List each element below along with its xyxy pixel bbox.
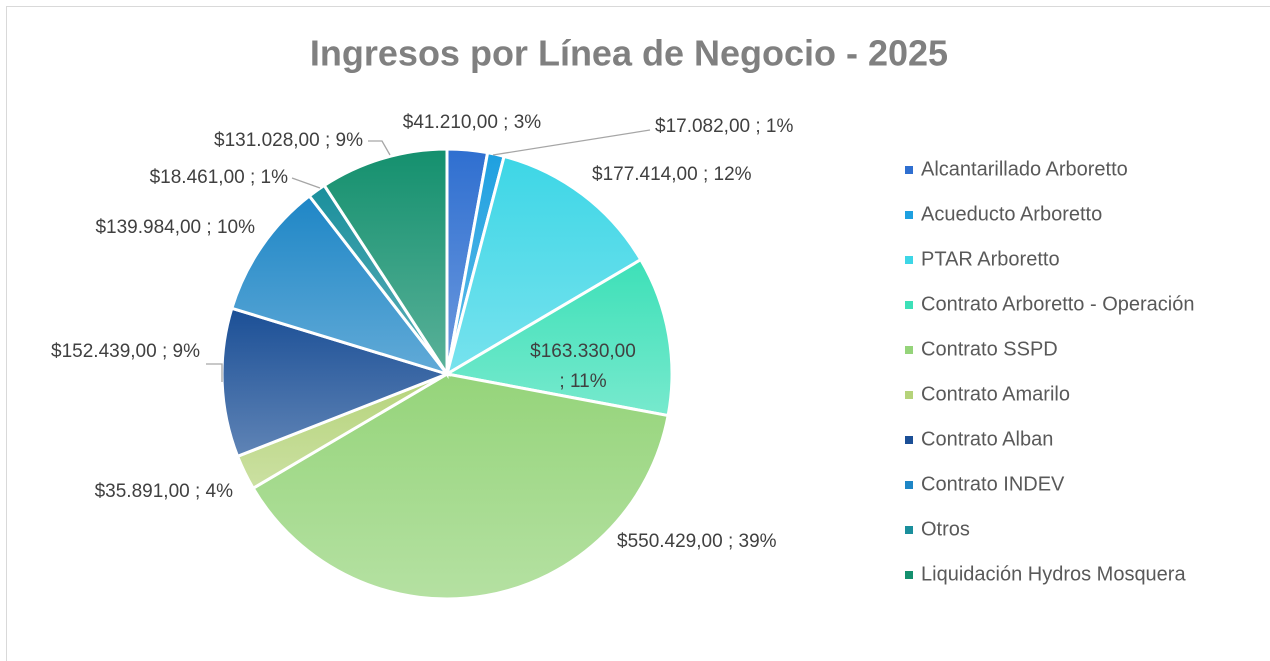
data-label: $163.330,00 ; 11% [530,341,636,392]
chart-title: Ingresos por Línea de Negocio - 2025 [310,33,948,74]
legend-label: Contrato INDEV [921,473,1065,495]
legend-label: Alcantarillado Arboretto [921,158,1128,180]
leader-line [368,140,391,156]
pie-slice [442,257,674,418]
legend-label: Acueducto Arboretto [921,203,1102,225]
legend-swatch [905,436,913,444]
data-label: $550.429,00 ; 39% [617,531,777,552]
label-line: ; 11% [559,371,606,392]
legend-label: Contrato Amarilo [921,383,1070,405]
data-label: $152.439,00 ; 9% [51,341,200,362]
legend-label: Contrato Alban [921,428,1053,450]
legend-swatch [905,391,913,399]
pie-slice [444,154,643,378]
legend-swatch [905,256,913,264]
leader-line [291,177,321,189]
legend-label: PTAR Arboretto [921,248,1060,270]
leader-line [492,129,651,156]
pie-slice [322,147,449,380]
legend-swatch [905,166,913,174]
data-label: $41.210,00 ; 3% [403,112,541,133]
data-label: $177.414,00 ; 12% [592,164,752,185]
legend-swatch [905,211,913,219]
data-label: $131.028,00 ; 9% [214,130,363,151]
legend-label: Contrato Arboretto - Operación [921,293,1194,315]
leader-line [206,363,223,382]
pie-slice [220,306,452,459]
data-label: $35.891,00 ; 4% [95,481,233,502]
legend-swatch [905,346,913,354]
data-label: $17.082,00 ; 1% [655,116,793,137]
legend-label: Liquidación Hydros Mosquera [921,563,1186,585]
legend-label: Contrato SSPD [921,338,1058,360]
data-label: $18.461,00 ; 1% [150,167,288,188]
legend-swatch [905,481,913,489]
label-line: $163.330,00 [530,341,636,362]
legend-label: Otros [921,518,970,540]
data-label: $139.984,00 ; 10% [95,217,255,238]
legend-swatch [905,301,913,309]
pie-slice [251,372,670,601]
pie-slice [229,193,452,377]
legend-swatch [905,571,913,579]
legend-swatch [905,526,913,534]
